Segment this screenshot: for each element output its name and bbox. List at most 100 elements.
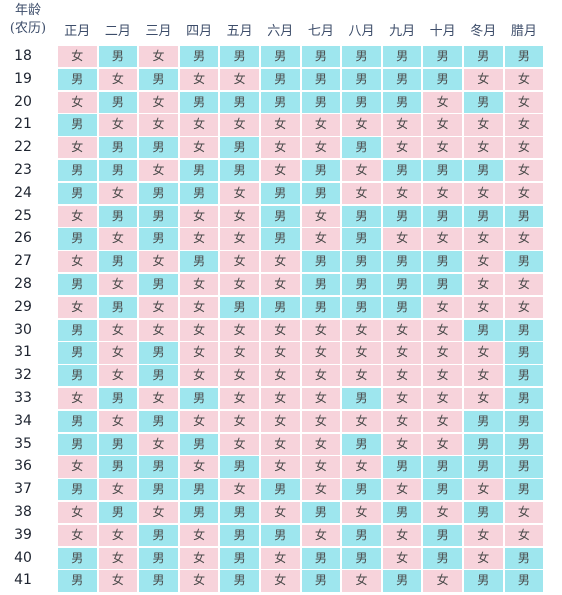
- month-header: 正月: [64, 24, 91, 39]
- cell-female: 女: [464, 365, 503, 387]
- age-label: 22: [14, 139, 32, 156]
- cell-male: 男: [220, 160, 259, 182]
- cell-female: 女: [342, 319, 381, 341]
- cell-female: 女: [464, 228, 503, 250]
- month-header: 九月: [389, 24, 416, 39]
- cell-male: 男: [504, 46, 544, 68]
- cell-male: 男: [342, 46, 381, 68]
- cell-female: 女: [423, 342, 462, 364]
- cell-female: 女: [382, 342, 422, 364]
- cell-female: 女: [58, 524, 97, 547]
- cell-male: 男: [342, 479, 381, 501]
- cell-female: 女: [301, 479, 341, 501]
- cell-female: 女: [179, 274, 219, 296]
- cell-male: 男: [220, 456, 259, 478]
- cell-female: 女: [504, 91, 544, 113]
- cell-male: 男: [220, 91, 259, 113]
- cell-female: 女: [179, 319, 219, 341]
- cell-male: 男: [58, 547, 97, 569]
- cell-female: 女: [220, 433, 259, 455]
- cell-male: 男: [179, 388, 219, 410]
- cell-male: 男: [98, 296, 138, 319]
- cell-male: 男: [179, 479, 219, 501]
- cell-female: 女: [423, 137, 462, 159]
- age-header-line2: (农历): [9, 21, 47, 36]
- cell-female: 女: [464, 68, 503, 91]
- cell-male: 男: [58, 228, 97, 250]
- cell-male: 男: [342, 388, 381, 410]
- cell-female: 女: [504, 114, 544, 136]
- cell-male: 男: [423, 274, 462, 296]
- cell-male: 男: [301, 182, 341, 205]
- cell-female: 女: [504, 137, 544, 159]
- age-label: 33: [14, 390, 32, 406]
- cell-female: 女: [261, 274, 300, 296]
- month-header: 七月: [307, 24, 334, 39]
- cell-male: 男: [342, 228, 381, 250]
- cell-male: 男: [464, 410, 503, 433]
- cell-female: 女: [464, 182, 503, 205]
- cell-female: 女: [139, 502, 178, 524]
- cell-female: 女: [261, 410, 300, 433]
- age-label: 32: [14, 367, 32, 384]
- cell-female: 女: [139, 388, 178, 410]
- cell-male: 男: [98, 46, 138, 68]
- cell-female: 女: [261, 342, 300, 364]
- cell-female: 女: [261, 137, 300, 159]
- cell-male: 男: [301, 91, 341, 113]
- cell-male: 男: [98, 91, 138, 113]
- cell-female: 女: [220, 365, 259, 387]
- cell-female: 女: [139, 91, 178, 113]
- cell-female: 女: [98, 410, 138, 433]
- cell-female: 女: [464, 296, 503, 319]
- cell-male: 男: [261, 479, 300, 501]
- cell-male: 男: [423, 68, 462, 91]
- cell-male: 男: [342, 433, 381, 455]
- cell-male: 男: [261, 91, 300, 113]
- cell-male: 男: [139, 205, 178, 227]
- cell-female: 女: [261, 319, 300, 341]
- cell-male: 男: [220, 547, 259, 569]
- cell-male: 男: [58, 319, 97, 341]
- cell-male: 男: [179, 182, 219, 205]
- cell-female: 女: [464, 547, 503, 569]
- cell-male: 男: [261, 182, 300, 205]
- age-label: 40: [14, 549, 32, 566]
- cell-male: 男: [464, 570, 503, 592]
- cell-male: 男: [139, 570, 178, 592]
- cell-female: 女: [464, 137, 503, 159]
- month-header: 冬月: [470, 24, 497, 39]
- cell-male: 男: [58, 68, 97, 91]
- age-label: 38: [14, 504, 32, 520]
- cell-male: 男: [504, 547, 544, 569]
- cell-female: 女: [301, 319, 341, 341]
- cell-female: 女: [382, 524, 422, 547]
- cell-female: 女: [423, 91, 462, 113]
- age-label: 24: [14, 184, 32, 201]
- cell-female: 女: [220, 68, 259, 91]
- cell-male: 男: [464, 319, 503, 341]
- cell-male: 男: [504, 251, 544, 273]
- cell-female: 女: [139, 114, 178, 136]
- cell-male: 男: [504, 456, 544, 478]
- cell-female: 女: [220, 388, 259, 410]
- cell-male: 男: [464, 160, 503, 182]
- cell-male: 男: [301, 251, 341, 273]
- cell-female: 女: [342, 114, 381, 136]
- cell-male: 男: [58, 479, 97, 501]
- cell-male: 男: [342, 68, 381, 91]
- age-label: 39: [14, 526, 32, 543]
- cell-female: 女: [179, 410, 219, 433]
- cell-male: 男: [179, 91, 219, 113]
- cell-male: 男: [464, 456, 503, 478]
- cell-male: 男: [382, 502, 422, 524]
- cell-male: 男: [139, 182, 178, 205]
- cell-female: 女: [261, 251, 300, 273]
- cell-female: 女: [220, 410, 259, 433]
- month-header: 三月: [145, 24, 172, 39]
- cell-female: 女: [98, 68, 138, 91]
- cell-female: 女: [98, 524, 138, 547]
- cell-female: 女: [464, 274, 503, 296]
- month-header: 十月: [429, 24, 456, 39]
- cell-female: 女: [98, 274, 138, 296]
